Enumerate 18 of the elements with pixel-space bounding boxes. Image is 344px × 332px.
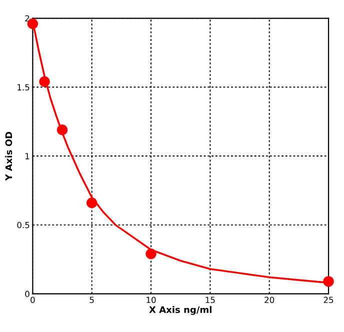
- x-axis-title: X Axis ng/ml: [149, 306, 212, 315]
- point: [86, 198, 98, 208]
- y-tick-label: 1.5: [18, 84, 30, 90]
- x-tick-label: 5: [90, 296, 94, 304]
- x-tick-label: 0: [30, 296, 35, 304]
- y-tick-label: 0: [25, 290, 30, 298]
- x-tick-label: 15: [206, 296, 215, 304]
- y-axis-title: Y Axis OD: [5, 132, 12, 181]
- y-tick-label: 1: [26, 153, 30, 160]
- point: [146, 248, 156, 260]
- point: [323, 276, 334, 287]
- point: [56, 124, 68, 136]
- y-tick-label: 0.5: [17, 222, 30, 228]
- x-tick-label: 20: [264, 296, 274, 304]
- x-tick-label: 10: [146, 296, 156, 304]
- point: [27, 18, 38, 30]
- x-tick-label: 25: [324, 296, 334, 304]
- point: [39, 76, 50, 87]
